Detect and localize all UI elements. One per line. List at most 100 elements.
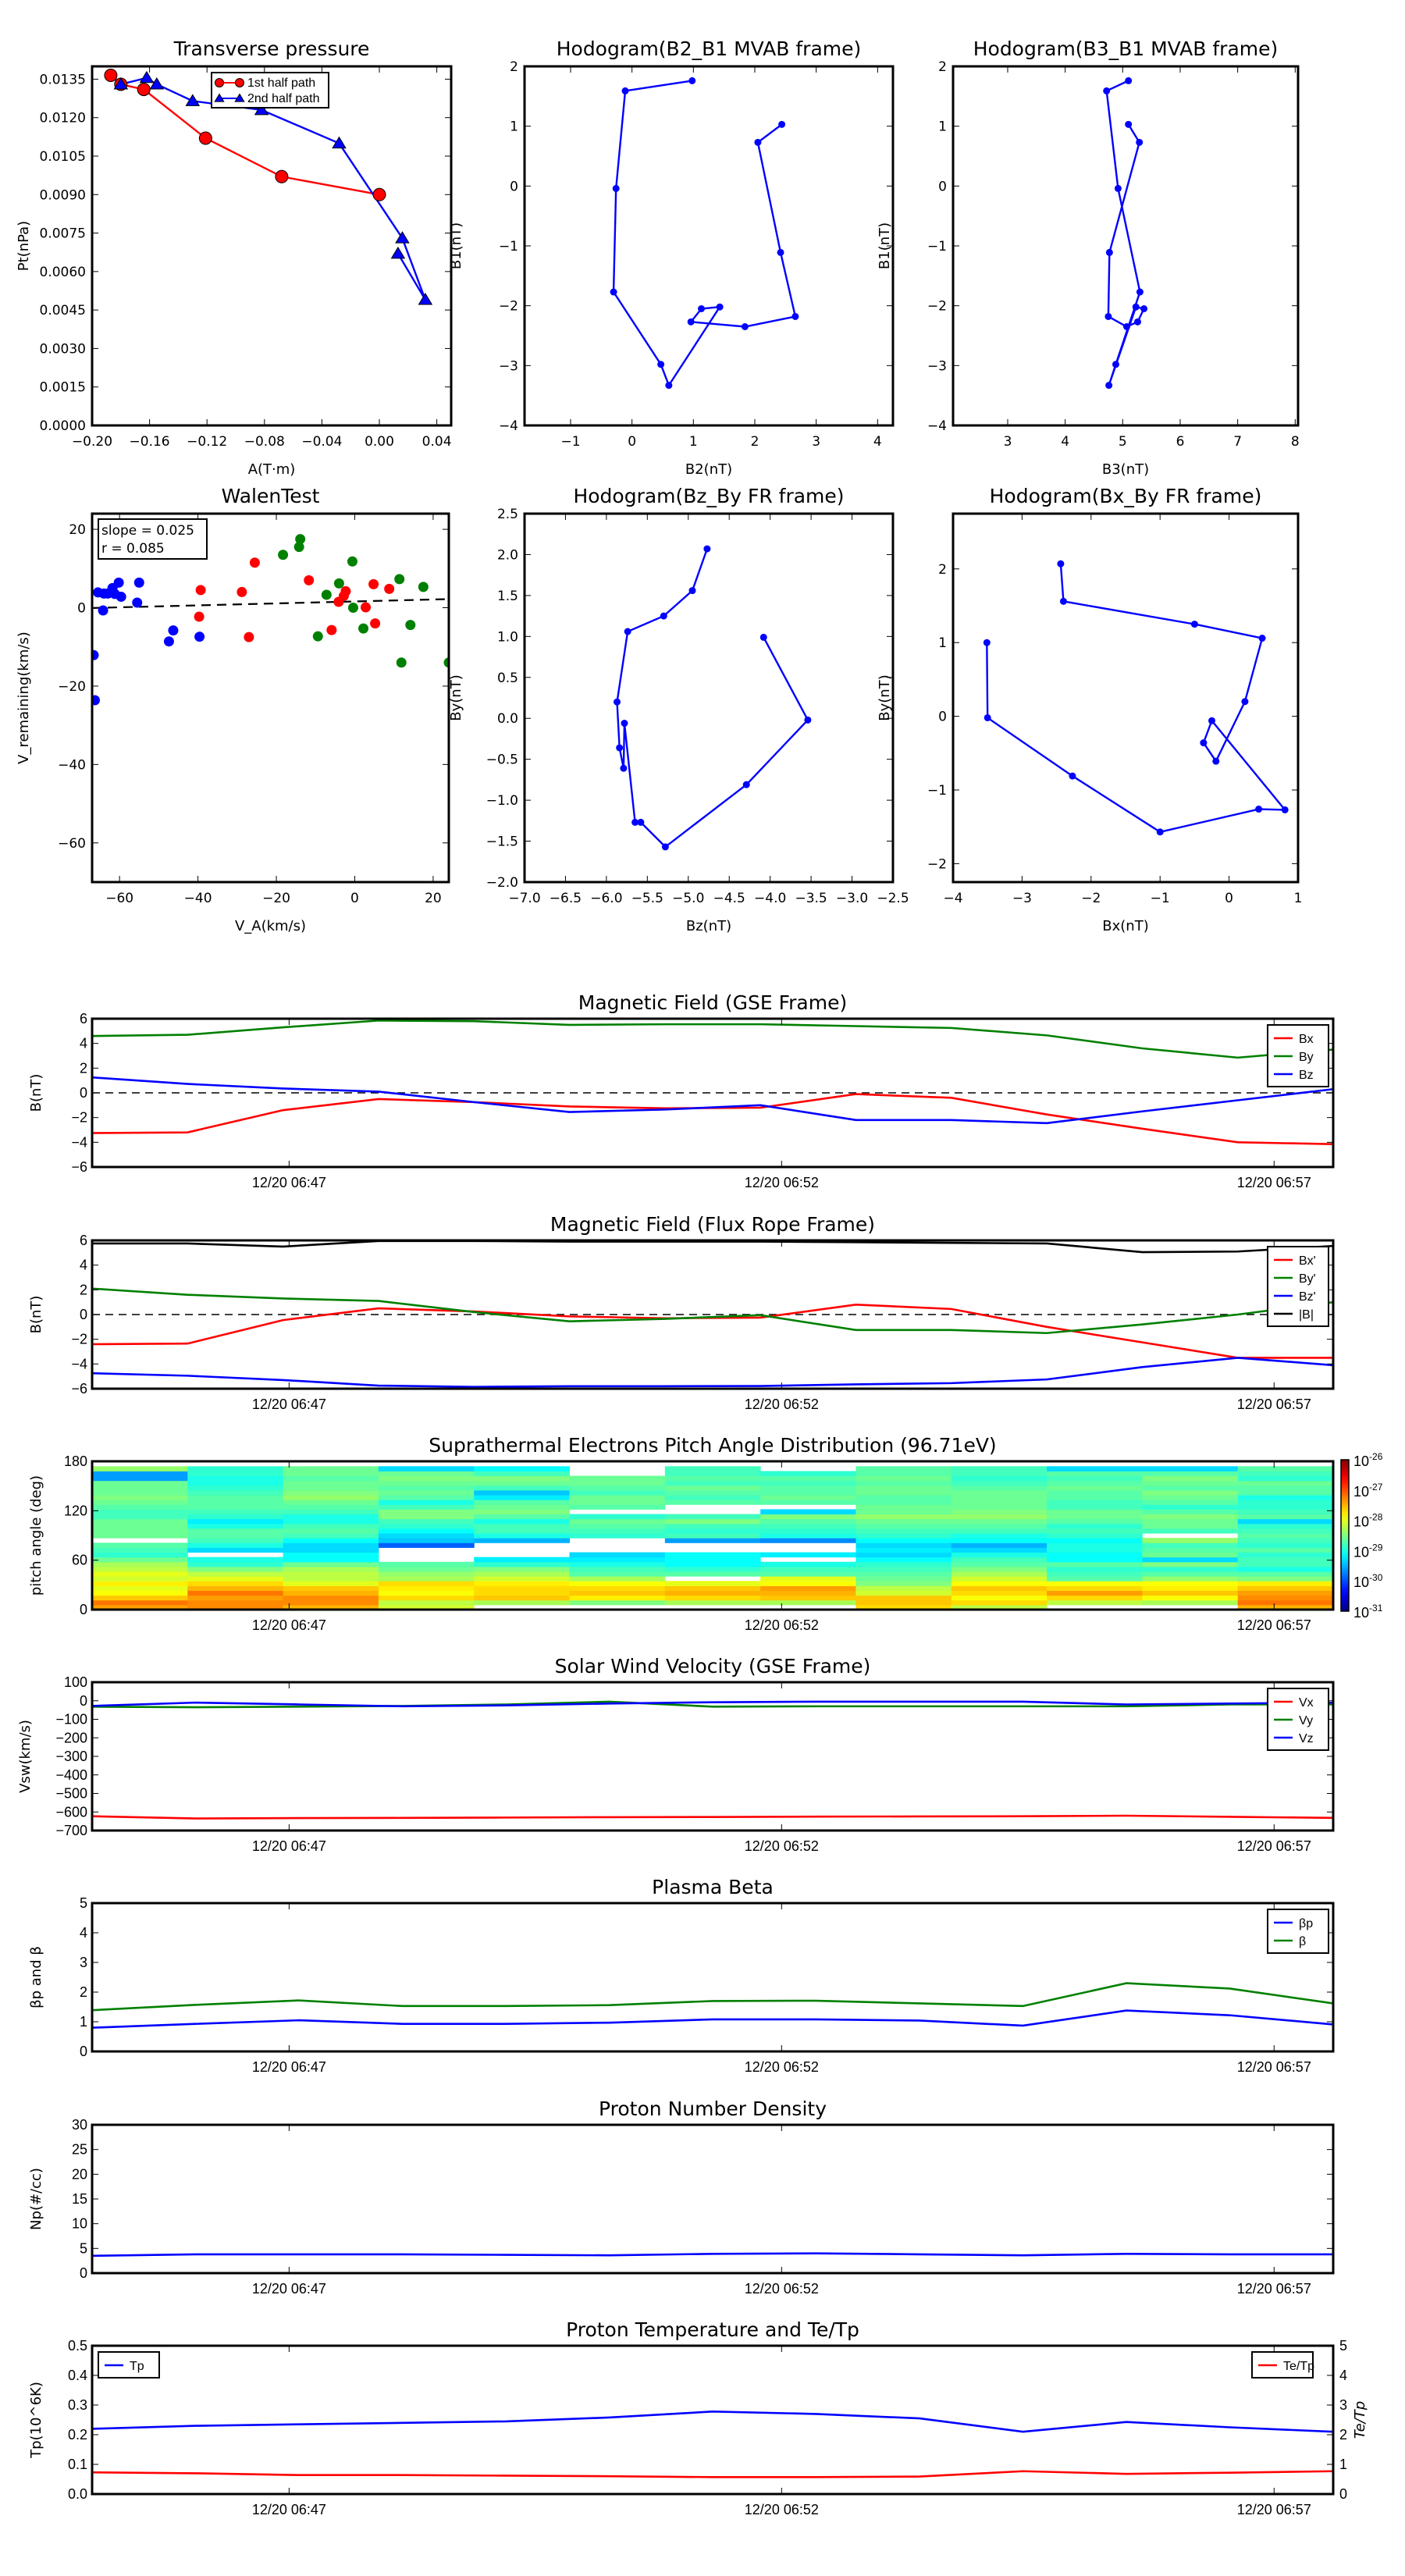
y-tick-label: 6 — [80, 1011, 87, 1026]
x-axis-label: Bz(nT) — [686, 918, 731, 934]
heatmap-cell — [378, 1538, 475, 1543]
heatmap-cell — [951, 1561, 1048, 1567]
plot-frame — [91, 2123, 1335, 2275]
heatmap-cell — [951, 1500, 1048, 1505]
legend-box — [1267, 1688, 1329, 1751]
x-tick-label: 7 — [1233, 434, 1242, 450]
heatmap-cell — [664, 1518, 761, 1525]
data-point — [1212, 757, 1220, 765]
heatmap-cell — [187, 1542, 284, 1548]
heatmap-cell — [378, 1523, 475, 1529]
scatter-point-green — [321, 589, 332, 600]
heatmap-cell — [187, 1504, 284, 1510]
heatmap-cell — [378, 1599, 475, 1606]
heatmap-cell — [1047, 1595, 1143, 1601]
y-tick-label: 0.0090 — [40, 187, 86, 203]
heatmap-cell — [1047, 1571, 1143, 1577]
chart-mag-gse: 12/20 06:47 12/20 06:52 12/20 06:57 −6 −4 −2 0… — [28, 991, 1335, 1190]
heatmap-cell — [1237, 1504, 1334, 1510]
heatmap-cell — [1237, 1604, 1334, 1610]
colorbar-tick-label: 10-28 — [1353, 1512, 1383, 1530]
heatmap-cell — [1142, 1557, 1239, 1563]
y-axis-label: V_remaining(km/s) — [16, 632, 32, 764]
y-tick-label: 0.0120 — [40, 111, 86, 126]
heatmap-cell — [283, 1566, 379, 1572]
heatmap-cell — [855, 1542, 952, 1548]
x-tick-label: 4 — [873, 434, 882, 450]
y-axis-label: Vsw(km/s) — [17, 1720, 34, 1793]
heatmap-cell — [1047, 1585, 1143, 1592]
heatmap-cell — [1047, 1475, 1143, 1482]
colorbar-tick-label: 10-30 — [1353, 1572, 1383, 1590]
data-point — [1208, 717, 1215, 724]
heatmap-cell — [760, 1500, 856, 1505]
x-tick-label: 1 — [1294, 891, 1303, 906]
y-tick-label: 0 — [510, 179, 518, 194]
x-tick-label: 12/20 06:57 — [1237, 1838, 1311, 1854]
heatmap-cell — [855, 1518, 952, 1525]
y-tick-label: 5 — [80, 2240, 87, 2256]
legend-label: βp — [1299, 1917, 1313, 1930]
heatmap-cell — [664, 1533, 761, 1539]
colorbar-tick-exponent: -27 — [1369, 1482, 1383, 1493]
heatmap-cell — [569, 1528, 666, 1534]
data-point — [657, 361, 665, 368]
y-tick-label: 0.5 — [497, 671, 518, 686]
heatmap-cell — [664, 1571, 761, 1577]
x-tick-label: 3 — [1004, 434, 1012, 450]
heatmap-cell — [283, 1528, 379, 1534]
heatmap-cell — [664, 1495, 761, 1500]
x-tick-label: −1 — [1151, 891, 1170, 906]
heatmap-cell — [92, 1599, 188, 1606]
plot-frame — [523, 65, 895, 427]
data-point — [984, 713, 991, 721]
heatmap-cell — [1047, 1509, 1143, 1515]
heatmap-cell — [951, 1480, 1048, 1486]
series-line-TeTp — [92, 2470, 1333, 2478]
heatmap-cell — [92, 1557, 188, 1563]
heatmap-cell — [855, 1604, 952, 1610]
heatmap-cell — [951, 1538, 1048, 1543]
y-right-tick-label: 3 — [1339, 2397, 1347, 2413]
series-line-p — [92, 2009, 1333, 2029]
y-tick-label: 0.0015 — [40, 380, 86, 396]
heatmap-cell — [474, 1533, 571, 1539]
heatmap-cell — [474, 1561, 571, 1567]
heatmap-cell — [92, 1552, 188, 1558]
data-point — [1258, 635, 1266, 642]
heatmap-cell — [664, 1552, 761, 1558]
heatmap-cell — [1237, 1500, 1334, 1505]
data-point — [614, 698, 621, 706]
data-point — [703, 545, 711, 553]
legend: βp β — [1267, 1909, 1329, 1954]
y-right-axis-label: Te/Tp — [1352, 2401, 1368, 2439]
heatmap-cell — [1142, 1523, 1239, 1529]
data-point — [1122, 323, 1130, 330]
x-tick-label: 5 — [1119, 434, 1127, 450]
heatmap-cell — [951, 1518, 1048, 1525]
y-tick-label: −3 — [927, 358, 947, 374]
legend: Bx' By' Bz' |B| — [1267, 1246, 1329, 1327]
y-tick-label: 0 — [80, 1085, 87, 1101]
heatmap-cell — [1047, 1581, 1143, 1586]
heatmap-cell — [187, 1509, 284, 1515]
series-line-0 — [986, 564, 1287, 834]
y-tick-label: −1 — [927, 783, 947, 799]
heatmap-cell — [664, 1585, 761, 1592]
heatmap-cell — [378, 1480, 475, 1486]
heatmap-cell — [569, 1514, 666, 1520]
heatmap-cell — [1142, 1500, 1239, 1505]
series-line-B — [92, 1240, 1333, 1254]
scatter-point-green — [396, 657, 407, 668]
heatmap-cell — [378, 1571, 475, 1577]
heatmap-cell — [855, 1504, 952, 1510]
heatmap-cell — [1142, 1547, 1239, 1553]
heatmap-cell — [283, 1514, 379, 1520]
legend-label: Vz — [1299, 1732, 1314, 1745]
series-line-By — [92, 1287, 1333, 1335]
heatmap-cell — [951, 1489, 1048, 1496]
data-point — [777, 248, 784, 256]
y-tick-label: 2 — [80, 1282, 87, 1297]
heatmap-cell — [92, 1466, 188, 1471]
heatmap-cell — [378, 1518, 475, 1525]
